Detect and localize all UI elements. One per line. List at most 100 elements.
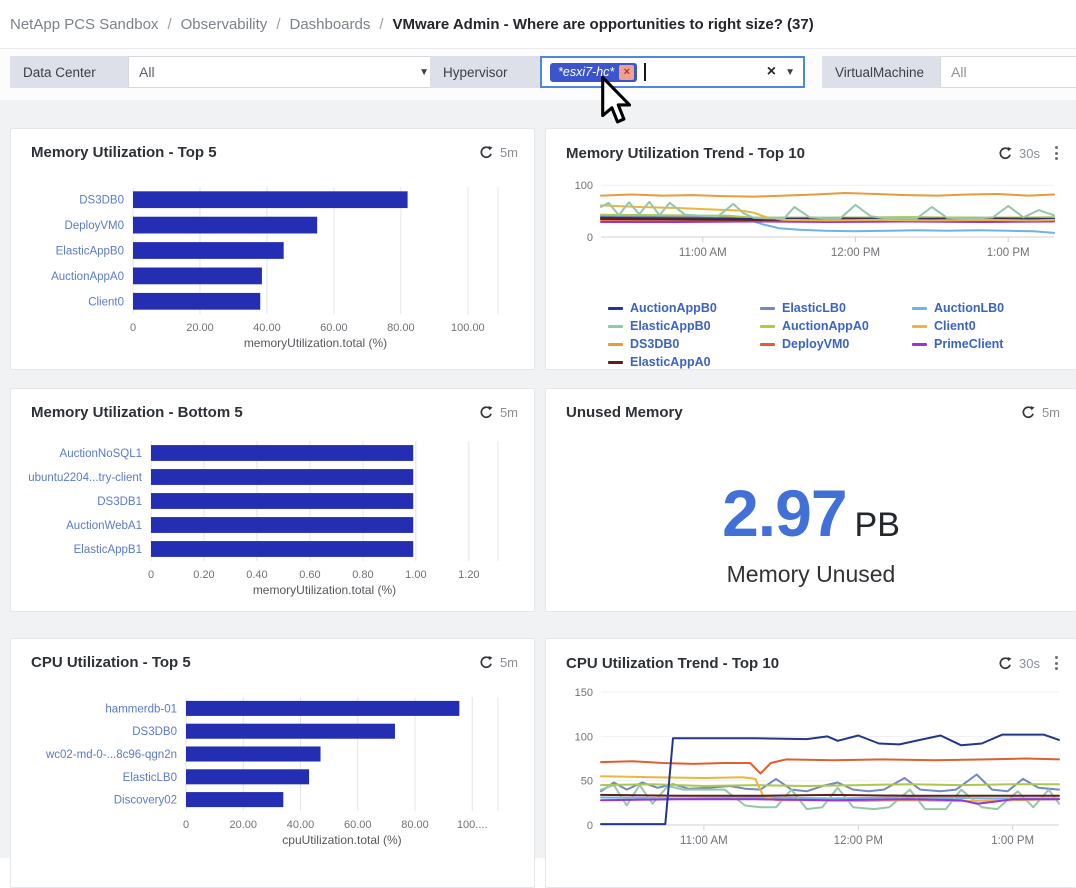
trend-line[interactable] (600, 733, 1060, 826)
legend-item-label: DS3DB0 (630, 337, 680, 351)
breadcrumb-link-observability[interactable]: Observability (180, 15, 268, 33)
bar-category-label[interactable]: DS3DB1 (97, 496, 142, 508)
trend-line[interactable] (600, 784, 1060, 811)
bar-category-label[interactable]: DeployVM0 (65, 220, 124, 232)
bar-category-label[interactable]: ubuntu2204...try-client (28, 472, 143, 484)
trend-line[interactable] (600, 783, 1060, 787)
legend-item-elasticappb0[interactable]: ElasticAppB0 (608, 319, 760, 333)
refresh-interval: 5m (499, 655, 518, 670)
bar-category-label[interactable]: AuctionAppA0 (51, 271, 124, 283)
bar[interactable] (151, 469, 414, 485)
axis-tick-label: 12:00 PM (831, 247, 880, 259)
trend-line[interactable] (600, 200, 1055, 220)
bar[interactable] (186, 769, 310, 785)
breadcrumb-link-netapp-pcs-sandbox[interactable]: NetApp PCS Sandbox (10, 15, 159, 33)
refresh-icon[interactable] (998, 656, 1013, 671)
bar[interactable] (133, 292, 261, 310)
axis-tick-label: 60.00 (344, 819, 372, 831)
breadcrumb-current-page: VMware Admin - Where are opportunities t… (392, 15, 814, 33)
legend-item-elasticlb0[interactable]: ElasticLB0 (760, 301, 912, 315)
legend-item-auctionappb0[interactable]: AuctionAppB0 (608, 301, 760, 315)
text-caret (644, 63, 647, 81)
cpu-top5-bar-chart: 0 20.00 40.00 60.00 80.00 100.... cpuUtilizati… (45, 697, 499, 847)
axis-tick-label: 100 (575, 731, 593, 743)
trend-line[interactable] (600, 793, 1060, 797)
bar-category-label[interactable]: AuctionWebA1 (66, 520, 142, 532)
axis-tick-label: 40.00 (253, 322, 281, 334)
kebab-menu-icon[interactable] (1053, 144, 1060, 162)
bar-category-label[interactable]: Client0 (88, 296, 124, 308)
virtual-machine-filter-input[interactable]: All (940, 56, 1076, 88)
axis-tick-label: 11:00 AM (679, 247, 727, 259)
bar[interactable] (133, 191, 408, 209)
bar[interactable] (151, 517, 414, 533)
axis-tick-label: 0.20 (193, 569, 214, 581)
axis-tick-label: 80.00 (401, 819, 429, 831)
refresh-icon[interactable] (1021, 405, 1036, 420)
bar[interactable] (151, 541, 414, 557)
bar-category-label[interactable]: ElasticAppB1 (74, 544, 142, 556)
panel-title: Memory Utilization - Top 5 (31, 144, 217, 161)
panel-title: Memory Utilization - Bottom 5 (31, 404, 243, 421)
breadcrumb-separator: / (167, 15, 172, 33)
bar-category-label[interactable]: hammerdb-01 (105, 703, 177, 715)
breadcrumb-link-dashboards[interactable]: Dashboards (289, 15, 371, 33)
chip-remove-icon[interactable]: × (619, 64, 635, 80)
legend-item-primeclient[interactable]: PrimeClient (912, 337, 1072, 351)
bar-category-label[interactable]: ElasticLB0 (123, 772, 177, 784)
bar[interactable] (186, 792, 284, 808)
legend-item-client0[interactable]: Client0 (912, 319, 1072, 333)
bar[interactable] (151, 493, 414, 509)
axis-tick-label: 40.00 (287, 819, 315, 831)
bar[interactable] (133, 267, 262, 285)
legend-item-auctionappa0[interactable]: AuctionAppA0 (760, 319, 912, 333)
bar-category-label[interactable]: ElasticAppB0 (56, 246, 124, 258)
refresh-icon[interactable] (479, 405, 494, 420)
axis-tick-label: 11:00 AM (680, 835, 728, 847)
refresh-icon[interactable] (998, 146, 1013, 161)
bar[interactable] (186, 723, 395, 739)
bar[interactable] (186, 746, 321, 762)
trend-line[interactable] (600, 220, 1055, 223)
refresh-interval: 5m (499, 145, 518, 160)
bar-category-label[interactable]: DS3DB0 (79, 195, 124, 207)
bar-category-label[interactable]: DS3DB0 (132, 726, 177, 738)
refresh-icon[interactable] (479, 655, 494, 670)
chevron-down-icon[interactable]: ▼ (419, 66, 429, 78)
legend-item-elasticappa0[interactable]: ElasticAppA0 (608, 355, 760, 369)
hypervisor-filter-chip[interactable]: *esxi7-hc* × (550, 62, 638, 82)
bar-category-label[interactable]: wc02-md-0-...8c96-qgn2n (45, 749, 177, 761)
chevron-down-icon[interactable]: ▼ (785, 66, 795, 78)
clear-icon[interactable]: × (766, 63, 777, 80)
bar[interactable] (186, 700, 460, 716)
legend-item-auctionlb0[interactable]: AuctionLB0 (912, 301, 1072, 315)
bar[interactable] (133, 242, 284, 259)
bar-category-label[interactable]: Discovery02 (114, 795, 177, 807)
unused-memory-caption: Memory Unused (726, 561, 896, 587)
legend-item-label: ElasticLB0 (782, 301, 846, 315)
bar-category-label[interactable]: AuctionNoSQL1 (60, 448, 142, 460)
bar[interactable] (151, 445, 414, 461)
filter-bar: Data Center All ▼ Hypervisor *esxi7-hc* … (0, 48, 1076, 100)
trend-line[interactable] (600, 192, 1055, 198)
legend-color-dash (912, 324, 927, 328)
trend-line[interactable] (600, 798, 1060, 805)
bar[interactable] (133, 216, 318, 234)
data-center-filter-value: All (139, 64, 155, 80)
kebab-menu-icon[interactable] (1053, 654, 1060, 672)
hypervisor-filter-input[interactable]: *esxi7-hc* × × ▼ (540, 56, 805, 88)
axis-tick-label: 150 (575, 687, 593, 699)
legend-color-dash (608, 360, 623, 364)
data-center-filter-input[interactable]: All ▼ (128, 56, 440, 88)
legend-item-deployvm0[interactable]: DeployVM0 (760, 337, 912, 351)
virtual-machine-filter-label: VirtualMachine (822, 56, 940, 88)
trend-line[interactable] (600, 757, 1060, 775)
axis-tick-label: 100 (575, 180, 593, 192)
refresh-icon[interactable] (479, 145, 494, 160)
legend-item-label: DeployVM0 (782, 337, 850, 351)
legend-item-ds3db0[interactable]: DS3DB0 (608, 337, 760, 351)
axis-tick-label: 0.40 (246, 569, 267, 581)
legend-color-dash (912, 342, 927, 346)
panel-memory-trend: Memory Utilization Trend - Top 10 30s 0 1… (545, 128, 1076, 370)
axis-tick-label: 0.80 (352, 569, 373, 581)
